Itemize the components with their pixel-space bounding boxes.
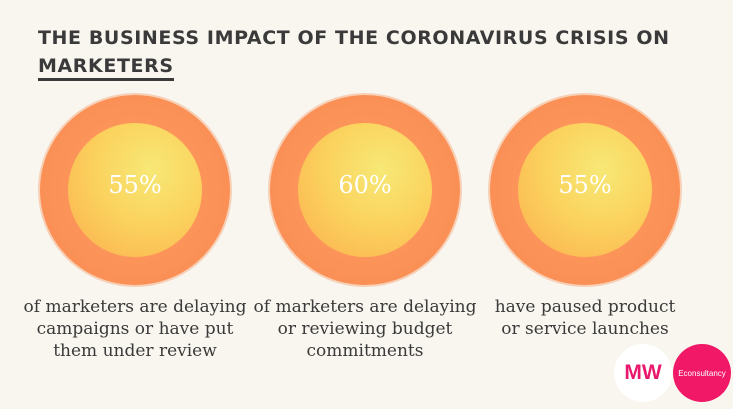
econsultancy-logo-text: Econsultancy: [678, 368, 726, 378]
stat-value: 55%: [558, 171, 612, 199]
stat-circle-3: 55%: [490, 95, 680, 285]
stat-value: 55%: [108, 171, 162, 199]
stat-description-line: have paused product: [494, 297, 676, 317]
mw-logo: MW: [614, 344, 672, 402]
stat-inner-circle: [68, 123, 202, 257]
title-line-1: THE BUSINESS IMPACT OF THE CORONAVIRUS C…: [38, 27, 670, 49]
stat-description-1: of marketers are delaying campaigns or h…: [15, 296, 255, 362]
econsultancy-logo: Econsultancy: [673, 344, 731, 402]
stat-description-2: of marketers are delaying or reviewing b…: [245, 296, 485, 362]
stat-description-line: of marketers are delaying: [253, 297, 477, 317]
stat-description-line: campaigns or have put: [36, 319, 234, 339]
stat-description-line: commitments: [306, 341, 424, 361]
stat-description-line: or reviewing budget: [277, 319, 453, 339]
stat-circle-2: 60%: [270, 95, 460, 285]
stat-description-line: them under review: [53, 341, 217, 361]
stat-description-line: of marketers are delaying: [23, 297, 247, 317]
title-underline: [38, 78, 174, 81]
stat-circle-1: 55%: [40, 95, 230, 285]
mw-logo-text: MW: [624, 361, 662, 384]
title-line-2: MARKETERS: [38, 55, 174, 77]
stat-description-line: or service launches: [501, 319, 669, 339]
stat-description-3: have paused product or service launches: [465, 296, 705, 340]
page-title: THE BUSINESS IMPACT OF THE CORONAVIRUS C…: [38, 24, 670, 80]
stat-value: 60%: [338, 171, 392, 199]
stat-inner-circle: [518, 123, 652, 257]
stat-inner-circle: [298, 123, 432, 257]
